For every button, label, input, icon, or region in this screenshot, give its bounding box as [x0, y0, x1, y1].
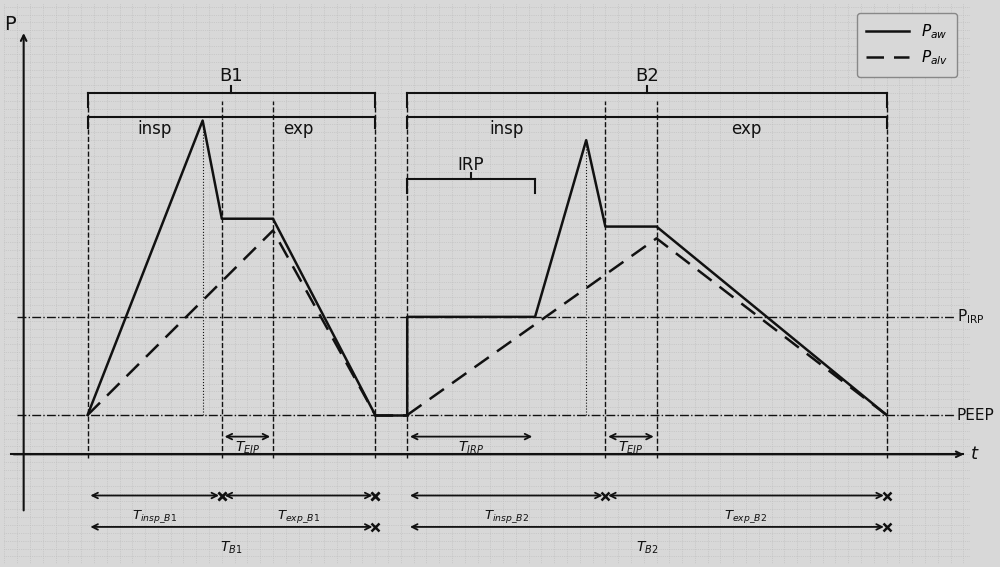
Text: exp: exp	[731, 120, 761, 138]
Text: IRP: IRP	[458, 155, 484, 174]
Text: $T_{EIP}$: $T_{EIP}$	[618, 439, 644, 456]
Text: $T_{insp\_B1}$: $T_{insp\_B1}$	[132, 508, 177, 525]
Text: $T_{IRP}$: $T_{IRP}$	[458, 439, 484, 456]
Text: B1: B1	[220, 67, 243, 85]
Text: $T_{B1}$: $T_{B1}$	[220, 539, 243, 556]
Text: insp: insp	[489, 120, 523, 138]
Legend: $P_{aw}$, $P_{alv}$: $P_{aw}$, $P_{alv}$	[857, 13, 957, 77]
Text: P: P	[4, 15, 15, 34]
Text: $T_{insp\_B2}$: $T_{insp\_B2}$	[484, 508, 529, 525]
Text: $T_{EIP}$: $T_{EIP}$	[235, 439, 260, 456]
Text: PEEP: PEEP	[957, 408, 995, 422]
Text: $T_{B2}$: $T_{B2}$	[636, 539, 658, 556]
Text: insp: insp	[138, 120, 172, 138]
Text: $\mathregular{P_{IRP}}$: $\mathregular{P_{IRP}}$	[957, 307, 985, 326]
Text: B2: B2	[635, 67, 659, 85]
Text: $T_{exp\_B2}$: $T_{exp\_B2}$	[724, 508, 768, 525]
Text: t: t	[971, 445, 978, 463]
Text: $T_{exp\_B1}$: $T_{exp\_B1}$	[277, 508, 320, 525]
Text: exp: exp	[283, 120, 314, 138]
